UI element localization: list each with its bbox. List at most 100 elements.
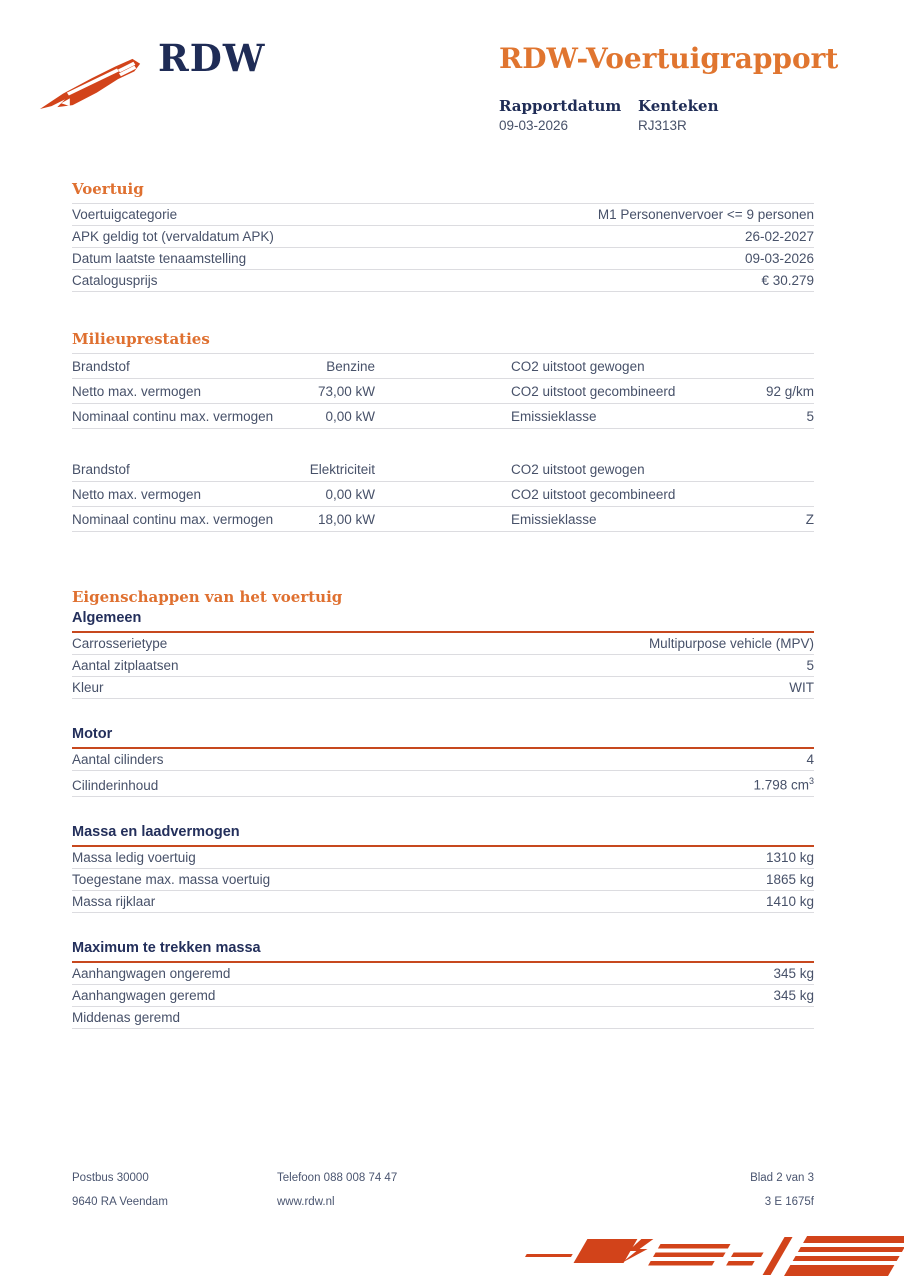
footer-city: 9640 RA Veendam <box>72 1196 168 1208</box>
table-row: Netto max. vermogen 0,00 kW CO2 uitstoot… <box>72 482 814 507</box>
license-plate-value: RJ313R <box>638 118 687 133</box>
row-value: Multipurpose vehicle (MPV) <box>648 636 814 651</box>
page-title: RDW-Voertuigrapport <box>499 42 839 75</box>
row-value: Elektriciteit <box>309 461 375 477</box>
row-label: APK geldig tot (vervaldatum APK) <box>72 229 274 244</box>
table-row: Catalogusprijs € 30.279 <box>72 270 814 292</box>
section-voertuig: Voertuig Voertuigcategorie M1 Personenve… <box>72 180 814 292</box>
subsection-title: Algemeen <box>72 609 814 633</box>
table-row: Toegestane max. massa voertuig 1865 kg <box>72 869 814 891</box>
subsection-motor: Motor Aantal cilinders 4 Cilinderinhoud … <box>72 725 814 797</box>
report-date-value: 09-03-2026 <box>499 118 569 133</box>
row-value: 18,00 kW <box>317 511 375 527</box>
report-date-label: Rapportdatum <box>499 97 622 115</box>
footer-row-2: 9640 RA Veendam www.rdw.nl 3 E 1675f <box>72 1195 814 1209</box>
table-row: Netto max. vermogen 73,00 kW CO2 uitstoo… <box>72 379 814 404</box>
row-value: 5 <box>806 658 814 673</box>
section-eigenschappen: Eigenschappen van het voertuig Algemeen … <box>72 588 814 1029</box>
row-value: 0,00 kW <box>325 486 375 502</box>
footer-website: www.rdw.nl <box>277 1196 335 1208</box>
row-value: 4 <box>806 752 814 767</box>
footer-phone: Telefoon 088 008 74 47 <box>277 1172 398 1184</box>
table-row: Middenas geremd <box>72 1007 814 1029</box>
row-label: Catalogusprijs <box>72 273 158 288</box>
row-value: WIT <box>789 680 814 695</box>
row-label: Cilinderinhoud <box>72 777 159 793</box>
section-title-voertuig: Voertuig <box>72 180 144 198</box>
table-row: Cilinderinhoud 1.798 cm3 <box>72 771 814 797</box>
table-row: Brandstof Benzine CO2 uitstoot gewogen <box>72 354 814 379</box>
row-value: 345 kg <box>773 987 814 1003</box>
report-meta-labels: Rapportdatum Kenteken <box>499 97 814 115</box>
row-label: Massa rijklaar <box>72 893 156 909</box>
row-label: Netto max. vermogen <box>72 486 202 502</box>
row-label: CO2 uitstoot gecombineerd <box>511 486 676 502</box>
footer-page-number: Blad 2 van 3 <box>750 1172 814 1184</box>
row-label: Nominaal continu max. vermogen <box>72 408 274 424</box>
row-label: Toegestane max. massa voertuig <box>72 871 271 887</box>
row-label: Kleur <box>72 680 104 695</box>
row-value: M1 Personenvervoer <= 9 personen <box>597 207 814 222</box>
subsection-title: Motor <box>72 725 814 749</box>
row-value: 1865 kg <box>765 871 814 887</box>
license-plate-label: Kenteken <box>638 97 719 115</box>
section-title-milieuprestaties: Milieuprestaties <box>72 330 210 348</box>
row-label: Aantal zitplaatsen <box>72 658 179 673</box>
row-label: CO2 uitstoot gewogen <box>511 461 645 477</box>
voertuig-table: Voertuigcategorie M1 Personenvervoer <= … <box>72 203 814 292</box>
row-value-text: 1.798 cm <box>753 777 809 793</box>
table-row: Aantal cilinders 4 <box>72 749 814 771</box>
row-label: Voertuigcategorie <box>72 207 178 222</box>
table-row: Voertuigcategorie M1 Personenvervoer <= … <box>72 204 814 226</box>
row-value: Benzine <box>326 358 375 374</box>
subsection-title: Maximum te trekken massa <box>72 939 814 963</box>
row-value: 1310 kg <box>765 849 814 865</box>
row-label: Carrosserietype <box>72 636 168 651</box>
row-label: CO2 uitstoot gecombineerd <box>511 383 676 399</box>
section-title-eigenschappen: Eigenschappen van het voertuig <box>72 588 343 606</box>
rdw-logo-text: RDW <box>158 36 266 80</box>
row-value: € 30.279 <box>761 273 814 288</box>
row-label: Aanhangwagen geremd <box>72 987 216 1003</box>
row-label: Aantal cilinders <box>72 752 164 767</box>
table-row: Kleur WIT <box>72 677 814 699</box>
row-label: CO2 uitstoot gewogen <box>511 358 645 374</box>
row-value: 1.798 cm3 <box>753 773 814 794</box>
footer-doc-code: 3 E 1675f <box>764 1196 814 1208</box>
row-value: 26-02-2027 <box>744 229 814 244</box>
row-label: Datum laatste tenaamstelling <box>72 251 247 266</box>
table-row: Aanhangwagen geremd 345 kg <box>72 985 814 1007</box>
rdw-speed-lines-graphic <box>524 1231 904 1280</box>
row-label: Nominaal continu max. vermogen <box>72 511 274 527</box>
table-row: Massa ledig voertuig 1310 kg <box>72 847 814 869</box>
row-value: 5 <box>806 408 814 424</box>
row-value: 73,00 kW <box>317 383 375 399</box>
row-value: Z <box>805 511 814 527</box>
table-row: Brandstof Elektriciteit CO2 uitstoot gew… <box>72 457 814 482</box>
row-value: 345 kg <box>773 965 814 981</box>
subsection-title: Massa en laadvermogen <box>72 823 814 847</box>
table-row: APK geldig tot (vervaldatum APK) 26-02-2… <box>72 226 814 248</box>
row-label: Aanhangwagen ongeremd <box>72 965 231 981</box>
row-label: Brandstof <box>72 358 130 374</box>
subsection-maximum-trekken-massa: Maximum te trekken massa Aanhangwagen on… <box>72 939 814 1029</box>
row-value: 92 g/km <box>765 383 814 399</box>
row-label: Emissieklasse <box>511 408 597 424</box>
row-value: 1410 kg <box>765 893 814 909</box>
row-value: 0,00 kW <box>325 408 375 424</box>
table-row: Massa rijklaar 1410 kg <box>72 891 814 913</box>
rdw-flag-logo-icon <box>39 58 141 110</box>
subsection-massa-laadvermogen: Massa en laadvermogen Massa ledig voertu… <box>72 823 814 913</box>
table-row: Aantal zitplaatsen 5 <box>72 655 814 677</box>
row-value: 09-03-2026 <box>744 251 814 266</box>
milieu-table-elektriciteit: Brandstof Elektriciteit CO2 uitstoot gew… <box>72 457 814 532</box>
row-label: Brandstof <box>72 461 130 477</box>
table-row: Carrosserietype Multipurpose vehicle (MP… <box>72 633 814 655</box>
report-meta-values: 09-03-2026 RJ313R <box>499 118 814 133</box>
row-label: Netto max. vermogen <box>72 383 202 399</box>
row-value-superscript: 3 <box>808 776 814 786</box>
milieu-table-benzine: Brandstof Benzine CO2 uitstoot gewogen N… <box>72 353 814 429</box>
table-row: Aanhangwagen ongeremd 345 kg <box>72 963 814 985</box>
table-row: Nominaal continu max. vermogen 18,00 kW … <box>72 507 814 532</box>
